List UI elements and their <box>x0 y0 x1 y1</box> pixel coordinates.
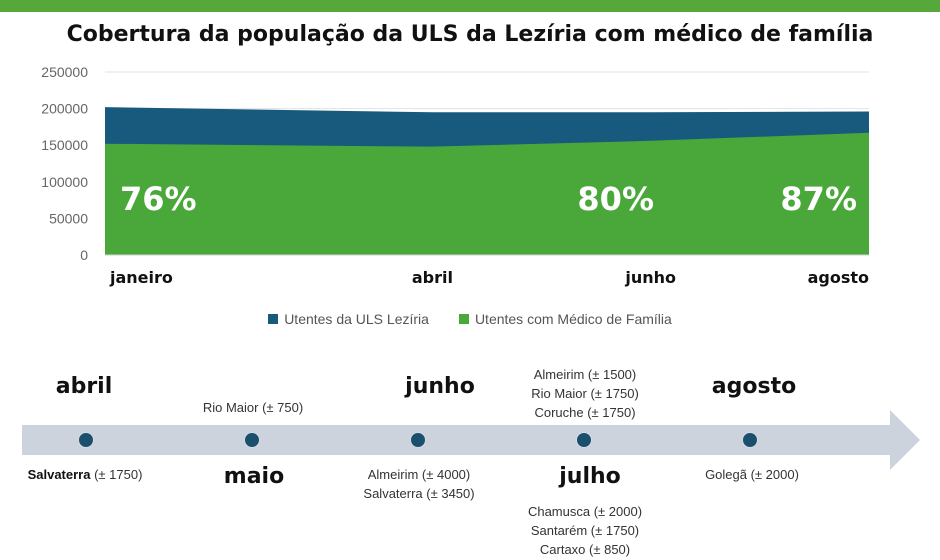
x-tick-label: agosto <box>808 268 869 287</box>
y-tick-label: 250000 <box>41 64 88 80</box>
percentage-annotation: 80% <box>577 180 654 218</box>
note-agosto-0: Golegã (± 2000) <box>705 467 799 482</box>
note-julho-bottom-2: Cartaxo (± 850) <box>539 542 631 557</box>
y-tick-label: 150000 <box>41 137 88 153</box>
note-agosto: Golegã (± 2000) <box>705 465 799 484</box>
x-tick-label: junho <box>624 268 676 287</box>
timeline-dot-junho <box>410 432 426 448</box>
month-label-junho: junho <box>405 374 475 399</box>
y-tick-label: 100000 <box>41 174 88 190</box>
note-julho-top-2: Coruche (± 1750) <box>534 405 636 420</box>
percentage-annotation: 76% <box>120 180 197 218</box>
legend-swatch-utentes <box>268 314 279 324</box>
percentage-annotation: 87% <box>780 180 857 218</box>
chart-legend: Utentes da ULS Lezíria Utentes com Médic… <box>0 311 940 327</box>
note-julho-bottom-0: Chamusca (± 2000) <box>527 504 643 519</box>
legend-label-utentes: Utentes da ULS Lezíria <box>284 311 429 327</box>
note-junho-0: Almeirim (± 4000) <box>367 467 471 482</box>
note-abril: Salvaterra (± 1750) <box>28 465 143 484</box>
timeline-dot-julho <box>576 432 592 448</box>
month-label-maio: maio <box>223 464 285 489</box>
legend-label-medico: Utentes com Médico de Família <box>474 311 672 327</box>
x-tick-label: abril <box>412 268 453 287</box>
note-junho-1: Salvaterra (± 3450) <box>363 486 475 501</box>
legend-item-medico: Utentes com Médico de Família <box>458 311 672 327</box>
timeline-dot-abril <box>78 432 94 448</box>
note-maio-0: Rio Maior (± 750) <box>202 400 304 415</box>
timeline-arrow-shape <box>22 410 920 470</box>
month-label-julho: julho <box>559 464 621 489</box>
note-maio: Rio Maior (± 750) <box>203 398 303 417</box>
note-abril-place: Salvaterra <box>27 467 91 482</box>
note-julho-top-1: Rio Maior (± 1750) <box>531 386 639 401</box>
note-julho-top: Almeirim (± 1500) Rio Maior (± 1750) Cor… <box>531 365 639 422</box>
x-tick-label: janeiro <box>109 268 173 287</box>
chart-title: Cobertura da população da ULS da Lezíria… <box>66 22 874 47</box>
y-tick-label: 50000 <box>49 210 88 226</box>
y-tick-label: 0 <box>80 247 88 263</box>
area-series-medico <box>105 132 869 255</box>
top-accent-bar <box>0 0 940 12</box>
legend-swatch-medico <box>458 314 469 324</box>
month-label-abril: abril <box>55 374 113 399</box>
timeline-dot-agosto <box>742 432 758 448</box>
note-julho-top-0: Almeirim (± 1500) <box>533 367 637 382</box>
note-julho-bottom: Chamusca (± 2000) Santarém (± 1750) Cart… <box>528 502 642 559</box>
y-tick-label: 200000 <box>41 101 88 117</box>
area-chart: 0 50000 100000 150000 200000 250000 janeiro abr… <box>41 64 869 287</box>
note-julho-bottom-1: Santarém (± 1750) <box>530 523 640 538</box>
note-abril-value: (± 1750) <box>94 467 143 482</box>
note-junho: Almeirim (± 4000) Salvaterra (± 3450) <box>363 465 474 503</box>
month-label-agosto: agosto <box>711 374 797 399</box>
timeline-dot-maio <box>244 432 260 448</box>
legend-item-utentes: Utentes da ULS Lezíria <box>268 311 429 327</box>
